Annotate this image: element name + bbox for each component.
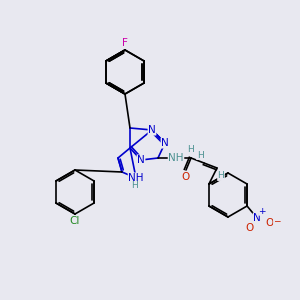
Text: +: +: [258, 206, 266, 215]
Text: H: H: [196, 151, 203, 160]
Text: H: H: [130, 182, 137, 190]
Text: N: N: [148, 125, 156, 135]
Text: O: O: [245, 223, 253, 233]
Text: N: N: [253, 213, 261, 223]
Text: N: N: [161, 138, 169, 148]
Text: O: O: [265, 218, 273, 228]
Text: −: −: [273, 217, 281, 226]
Text: H: H: [188, 145, 194, 154]
Text: Cl: Cl: [70, 216, 80, 226]
Text: NH: NH: [128, 173, 144, 183]
Text: NH: NH: [168, 153, 184, 163]
Text: F: F: [122, 38, 128, 48]
Text: H: H: [218, 172, 224, 181]
Text: N: N: [137, 155, 145, 165]
Text: O: O: [182, 172, 190, 182]
